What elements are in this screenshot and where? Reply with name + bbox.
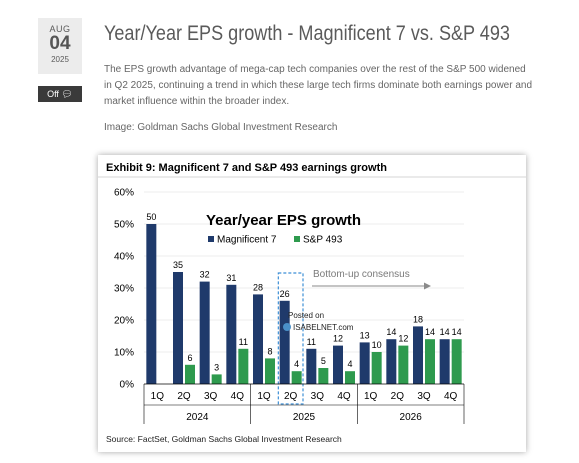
bar-sp493 — [371, 352, 382, 384]
legend-swatch — [208, 236, 214, 242]
y-tick-label: 0% — [120, 380, 135, 391]
year-label: 2025 — [293, 412, 316, 423]
data-label: 12 — [333, 334, 343, 344]
data-label: 10 — [372, 340, 382, 350]
data-label: 11 — [307, 337, 316, 347]
legend-label: S&P 493 — [303, 235, 343, 246]
post-date: AUG 04 2025 — [38, 18, 82, 74]
x-tick-label: 3Q — [417, 391, 431, 402]
comment-icon: 💬︎ — [61, 89, 73, 99]
post-title[interactable]: Year/Year EPS growth - Magnificent 7 vs.… — [104, 22, 510, 45]
data-label: 4 — [294, 359, 299, 369]
consensus-arrow-head — [424, 282, 431, 290]
x-tick-label: 4Q — [231, 391, 245, 402]
chart-title: Year/year EPS growth — [206, 212, 361, 229]
bar-mag7 — [173, 272, 183, 384]
x-tick-label: 1Q — [151, 391, 165, 402]
y-tick-label: 60% — [114, 188, 134, 199]
date-day: 04 — [49, 33, 71, 54]
y-tick-label: 40% — [114, 252, 134, 263]
data-label: 50 — [146, 212, 156, 222]
data-label: 3 — [214, 362, 219, 372]
consensus-annotation: Bottom-up consensus — [313, 269, 410, 280]
bar-mag7 — [279, 300, 290, 384]
bar-sp493 — [211, 374, 222, 384]
date-month: AUG — [49, 24, 71, 34]
data-label: 26 — [280, 289, 290, 299]
x-tick-label: 4Q — [444, 391, 458, 402]
data-label: 18 — [413, 314, 423, 324]
bar-sp493 — [265, 358, 275, 384]
bar-sp493 — [185, 364, 195, 384]
data-label: 13 — [360, 330, 370, 340]
data-label: 14 — [452, 327, 462, 337]
year-label: 2026 — [400, 412, 423, 423]
legend-label: Magnificent 7 — [217, 235, 277, 246]
data-label: 5 — [321, 356, 326, 366]
x-tick-label: 2Q — [391, 391, 405, 402]
y-tick-label: 20% — [114, 316, 134, 327]
comments-label: Off — [47, 89, 59, 99]
data-label: 12 — [398, 334, 408, 344]
x-tick-label: 2Q — [177, 391, 191, 402]
watermark-line2: ISABELNET.com — [293, 323, 354, 332]
bar-sp493 — [318, 368, 329, 384]
data-label: 28 — [253, 282, 263, 292]
y-tick-label: 30% — [114, 284, 134, 295]
bar-mag7 — [306, 348, 317, 384]
bar-mag7 — [333, 345, 343, 384]
image-credit: Image: Goldman Sachs Global Investment R… — [104, 122, 338, 133]
bar-sp493 — [291, 371, 302, 384]
data-label: 32 — [200, 270, 210, 280]
year-label: 2024 — [186, 412, 209, 423]
watermark: Posted on ISABELNET.com — [283, 311, 354, 332]
x-tick-label: 3Q — [204, 391, 218, 402]
comments-badge[interactable]: Off 💬︎ — [38, 86, 82, 102]
bar-mag7 — [359, 342, 370, 384]
bar-mag7 — [439, 339, 450, 384]
chart-source: Source: FactSet, Goldman Sachs Global In… — [106, 434, 342, 444]
x-tick-label: 1Q — [257, 391, 271, 402]
bar-mag7 — [226, 284, 237, 384]
bar-mag7 — [386, 339, 397, 384]
data-label: 11 — [239, 337, 248, 347]
exhibit-heading: Exhibit 9: Magnificent 7 and S&P 493 ear… — [106, 162, 387, 174]
highlight-box — [277, 272, 304, 405]
legend-swatch — [294, 236, 300, 242]
bar-sp493 — [345, 371, 355, 384]
y-tick-label: 10% — [114, 348, 134, 359]
data-label: 14 — [425, 327, 435, 337]
data-label: 31 — [226, 273, 236, 283]
data-label: 14 — [440, 327, 450, 337]
bar-sp493 — [451, 339, 462, 384]
watermark-logo-icon — [283, 323, 291, 331]
x-tick-label: 1Q — [364, 391, 378, 402]
chart-image: Exhibit 9: Magnificent 7 and S&P 493 ear… — [98, 155, 526, 452]
bar-mag7 — [413, 326, 423, 384]
y-tick-label: 50% — [114, 220, 134, 231]
bar-sp493 — [425, 339, 435, 384]
x-tick-label: 2Q — [284, 391, 298, 402]
bar-sp493 — [238, 348, 249, 384]
date-year: 2025 — [51, 55, 69, 64]
watermark-line1: Posted on — [288, 311, 324, 320]
x-tick-label: 3Q — [311, 391, 325, 402]
eps-growth-chart: Exhibit 9: Magnificent 7 and S&P 493 ear… — [98, 162, 526, 444]
bar-mag7 — [199, 281, 210, 384]
x-tick-label: 4Q — [337, 391, 351, 402]
data-label: 6 — [187, 353, 192, 363]
bar-mag7 — [253, 294, 263, 384]
bar-mag7 — [146, 224, 157, 384]
data-label: 4 — [347, 359, 352, 369]
data-label: 8 — [267, 346, 272, 356]
post-body: The EPS growth advantage of mega-cap tec… — [104, 64, 533, 107]
bar-sp493 — [398, 345, 409, 384]
data-label: 35 — [173, 260, 183, 270]
data-label: 14 — [386, 327, 396, 337]
